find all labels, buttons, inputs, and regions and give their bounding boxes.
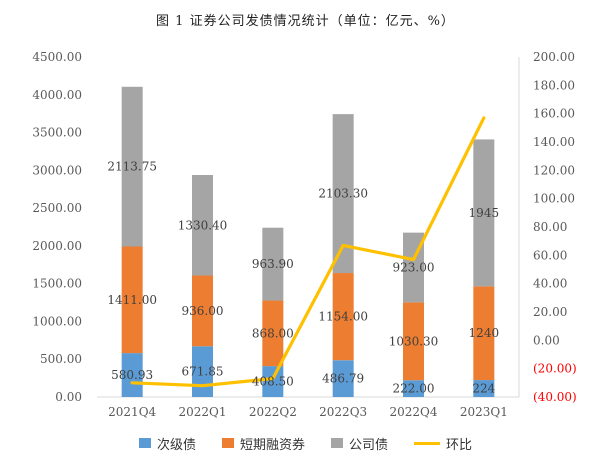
legend-label-corporate-bond: 公司债 bbox=[349, 437, 389, 453]
legend-item-corporate-bond: 公司债 bbox=[331, 434, 388, 453]
bar-data-label: 2113.75 bbox=[107, 160, 157, 174]
y-left-tick-label: 1000.00 bbox=[32, 314, 82, 328]
qoq-line bbox=[130, 116, 486, 388]
legend-label-qoq: 环比 bbox=[446, 437, 473, 453]
y-left-tick-label: 2000.00 bbox=[32, 239, 82, 253]
bar-data-label: 1154.00 bbox=[318, 310, 368, 324]
y-right-tick-label: 80.00 bbox=[533, 220, 567, 234]
bar-segment bbox=[473, 139, 495, 287]
legend: 次级债 短期融资券 公司债 环比 bbox=[0, 432, 611, 454]
bar-segment bbox=[192, 174, 213, 276]
legend-label-subordinated-bond: 次级债 bbox=[156, 437, 196, 453]
bar-data-label: 1030.30 bbox=[389, 334, 439, 348]
x-tick-label: 2023Q1 bbox=[460, 405, 508, 419]
bar-data-label: 1330.40 bbox=[178, 218, 228, 232]
legend-swatch-qoq bbox=[414, 441, 441, 445]
y-right-tick-label: (40.00) bbox=[533, 390, 577, 404]
y-right-tick-label: 140.00 bbox=[533, 135, 575, 149]
bar-data-label: 923.00 bbox=[393, 261, 435, 275]
y-left-tick-label: 4000.00 bbox=[32, 88, 82, 102]
bar-data-label: 1945 bbox=[469, 206, 500, 220]
bar-data-label: 2103.30 bbox=[318, 187, 368, 201]
x-tick-label: 2022Q2 bbox=[249, 405, 297, 419]
y-right-tick-label: (20.00) bbox=[533, 362, 577, 376]
y-right-tick-label: 180.00 bbox=[533, 78, 575, 92]
bar-data-label: 1411.00 bbox=[107, 293, 157, 307]
bar-segment bbox=[262, 227, 284, 301]
legend-swatch-corporate-bond bbox=[331, 438, 343, 448]
y-left-tick-label: 1500.00 bbox=[32, 277, 82, 291]
bar-data-label: 580.93 bbox=[111, 368, 153, 382]
legend-swatch-subordinated-bond bbox=[138, 438, 151, 448]
y-right-tick-label: 200.00 bbox=[533, 50, 575, 64]
y-left-tick-label: 0.00 bbox=[55, 390, 82, 404]
y-left-tick-label: 500.00 bbox=[40, 352, 82, 366]
legend-item-subordinated-bond: 次级债 bbox=[138, 434, 196, 453]
bar-segment bbox=[332, 360, 354, 397]
y-right-tick-label: 120.00 bbox=[533, 163, 575, 177]
bar-segment bbox=[403, 380, 424, 397]
y-right-tick-label: 40.00 bbox=[533, 277, 567, 291]
y-right-tick-label: 100.00 bbox=[533, 192, 575, 206]
bar-data-label: 224 bbox=[472, 382, 495, 396]
bar-segment bbox=[473, 286, 495, 381]
x-tick-label: 2021Q4 bbox=[108, 405, 156, 419]
bar-segment bbox=[473, 380, 495, 397]
bar-segment bbox=[121, 246, 143, 354]
bar-data-label: 671.85 bbox=[182, 365, 224, 379]
bar-data-label: 408.50 bbox=[252, 375, 294, 389]
legend-label-short-term-bill: 短期融资券 bbox=[239, 437, 305, 453]
x-tick-label: 2022Q3 bbox=[319, 405, 367, 419]
y-right-tick-label: 0.00 bbox=[533, 333, 560, 347]
bar-data-label: 936.00 bbox=[182, 304, 224, 318]
x-tick-label: 2022Q4 bbox=[389, 405, 437, 419]
x-tick-label: 2022Q1 bbox=[178, 405, 226, 419]
y-right-tick-label: 20.00 bbox=[533, 305, 567, 319]
y-left-tick-label: 3000.00 bbox=[32, 163, 82, 177]
bar-segment bbox=[262, 366, 284, 397]
bar-segment bbox=[332, 273, 354, 361]
bar-segment bbox=[332, 114, 354, 274]
y-right-tick-label: 160.00 bbox=[533, 107, 575, 121]
bar-segment bbox=[192, 275, 213, 347]
chart-title: 图 1 证券公司发债情况统计（单位：亿元、%） bbox=[156, 14, 455, 29]
bar-data-label: 1240 bbox=[469, 326, 500, 340]
legend-item-short-term-bill: 短期融资券 bbox=[221, 434, 305, 453]
y-left-tick-label: 2500.00 bbox=[32, 201, 82, 215]
bar-segment bbox=[121, 86, 143, 247]
bar-data-label: 486.79 bbox=[322, 372, 364, 386]
y-right-tick-label: 60.00 bbox=[533, 248, 567, 262]
legend-item-qoq: 环比 bbox=[414, 434, 472, 453]
bar-data-label: 963.90 bbox=[252, 257, 294, 271]
bar-segment bbox=[262, 300, 284, 367]
bar-data-label: 222.00 bbox=[393, 382, 435, 396]
bar-segment bbox=[403, 302, 424, 381]
y-left-tick-label: 4500.00 bbox=[32, 50, 82, 64]
y-left-tick-label: 3500.00 bbox=[32, 126, 82, 140]
bar-segment bbox=[121, 353, 143, 397]
bar-data-label: 868.00 bbox=[252, 326, 294, 340]
legend-swatch-short-term-bill bbox=[221, 438, 234, 448]
